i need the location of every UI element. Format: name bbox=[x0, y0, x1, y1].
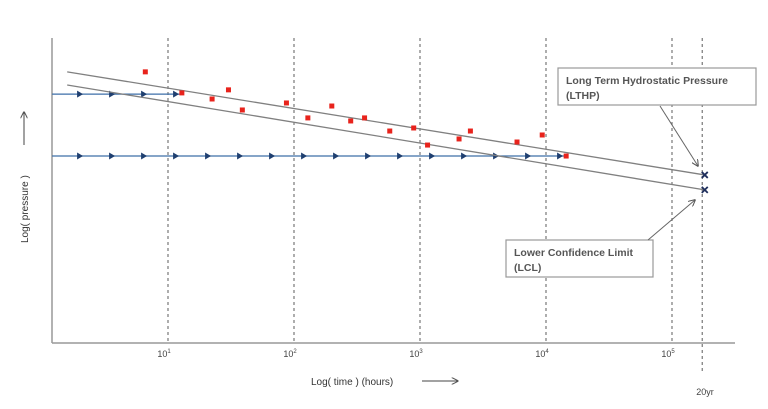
data-point bbox=[539, 132, 545, 138]
regression-line-lcl bbox=[67, 84, 705, 191]
svg-text:Long Term Hydrostatic Pressure: Long Term Hydrostatic Pressure bbox=[566, 75, 728, 87]
runout-arrow bbox=[461, 152, 468, 160]
svg-text:Lower Confidence Limit: Lower Confidence Limit bbox=[514, 247, 634, 259]
data-point bbox=[387, 128, 393, 134]
runout-arrow bbox=[173, 152, 180, 160]
runout-lines bbox=[52, 90, 567, 160]
lcl-annotation: Lower Confidence Limit (LCL) bbox=[505, 200, 695, 278]
x-tick-exponent: 2 bbox=[293, 349, 297, 355]
data-point bbox=[283, 100, 289, 106]
data-point bbox=[514, 139, 520, 145]
data-point bbox=[362, 115, 368, 121]
runout-arrow bbox=[77, 90, 84, 98]
data-point bbox=[411, 125, 417, 131]
data-point bbox=[142, 69, 148, 75]
regression-line-lthp bbox=[67, 71, 705, 176]
x-tick-exponent: 4 bbox=[545, 349, 549, 355]
svg-text:(LCL): (LCL) bbox=[514, 262, 541, 274]
runout-arrow bbox=[397, 152, 404, 160]
x-tick-labels: 101 102 103 104 105 bbox=[157, 349, 675, 359]
data-point bbox=[348, 118, 354, 124]
x-tick-exponent: 3 bbox=[419, 349, 423, 355]
x-marker-lcl bbox=[701, 186, 709, 194]
runout-arrow bbox=[141, 152, 148, 160]
runout-arrow bbox=[141, 90, 148, 98]
runout-arrow bbox=[525, 152, 532, 160]
y-axis-title: Log( pressure ) bbox=[20, 112, 31, 243]
x-axis-label: Log( time ) (hours) bbox=[311, 377, 393, 388]
y-axis-label: Log( pressure ) bbox=[20, 175, 31, 243]
data-point bbox=[225, 87, 231, 93]
data-point bbox=[563, 153, 569, 159]
runout-arrow bbox=[429, 152, 436, 160]
runout-arrow bbox=[333, 152, 340, 160]
data-point bbox=[305, 115, 311, 121]
runout-arrow bbox=[365, 152, 372, 160]
runout-arrow bbox=[237, 152, 244, 160]
data-point bbox=[425, 142, 431, 148]
runout-arrow bbox=[301, 152, 308, 160]
x-tick-exponent: 5 bbox=[671, 349, 675, 355]
x-marker-lthp bbox=[701, 171, 709, 179]
20yr-label: 20yr bbox=[696, 387, 714, 397]
x-tick-label: 103 bbox=[409, 349, 423, 359]
runout-arrow bbox=[77, 152, 84, 160]
runout-arrow bbox=[109, 152, 116, 160]
x-tick-exponent: 1 bbox=[167, 349, 171, 355]
runout-arrow bbox=[205, 152, 212, 160]
runout-arrow bbox=[173, 90, 180, 98]
data-point bbox=[467, 128, 473, 134]
regression-lines bbox=[67, 71, 705, 191]
data-point bbox=[179, 90, 185, 96]
data-point bbox=[456, 136, 462, 142]
runout-arrow bbox=[269, 152, 276, 160]
x-axis-title: Log( time ) (hours) bbox=[311, 377, 458, 388]
svg-text:(LTHP): (LTHP) bbox=[566, 90, 600, 102]
x-tick-label: 102 bbox=[283, 349, 297, 359]
data-points bbox=[142, 69, 569, 159]
x-tick-label: 104 bbox=[535, 349, 549, 359]
data-point bbox=[209, 96, 215, 102]
data-point bbox=[239, 107, 245, 113]
x-tick-label: 105 bbox=[661, 349, 675, 359]
runout-arrow bbox=[557, 152, 564, 160]
extrapolated-markers bbox=[701, 171, 709, 194]
x-tick-label: 101 bbox=[157, 349, 171, 359]
lthp-annotation: Long Term Hydrostatic Pressure (LTHP) bbox=[557, 67, 757, 166]
data-point bbox=[329, 103, 335, 109]
